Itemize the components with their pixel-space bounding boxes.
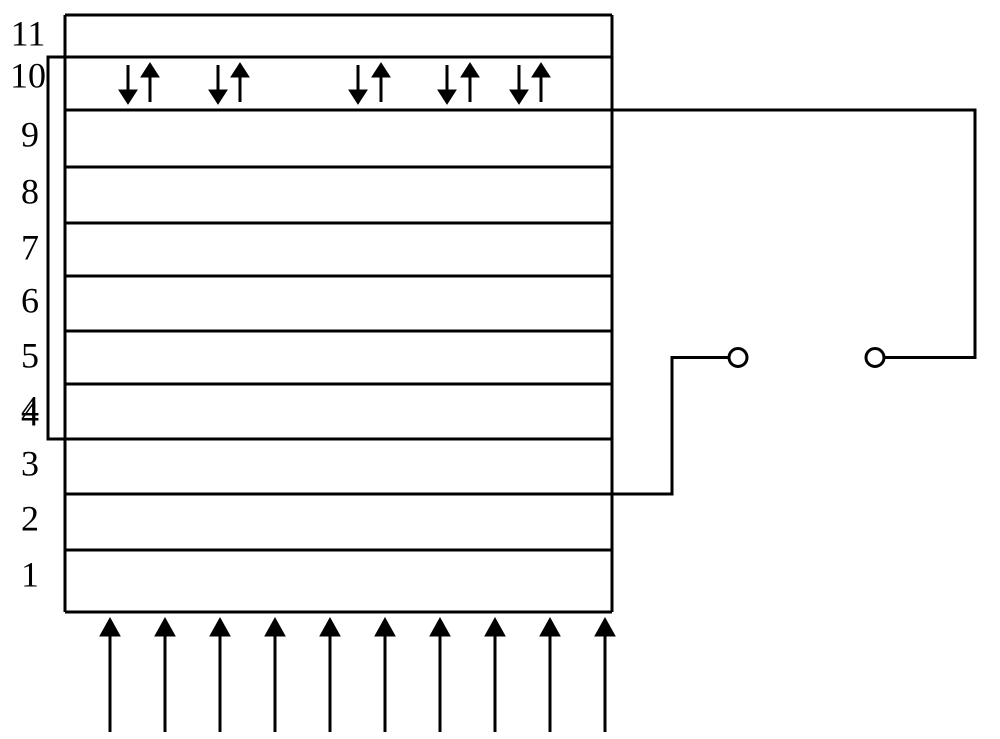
incident-arrow-head-3 (265, 618, 285, 636)
terminal-left (729, 349, 747, 367)
circuit-bottom-path (612, 358, 729, 495)
incident-arrow-head-9 (595, 618, 615, 636)
circuit-top-path (612, 110, 975, 358)
row-label-8: 8 (21, 171, 39, 211)
row10-up-head-1 (231, 63, 249, 77)
row10-down-head-0 (119, 90, 137, 104)
incident-arrow-head-1 (155, 618, 175, 636)
incident-arrow-head-2 (210, 618, 230, 636)
row-label-10: 10 (10, 55, 46, 95)
row10-up-head-2 (372, 63, 390, 77)
row-label-4: 4 (21, 393, 39, 433)
row10-up-head-0 (141, 63, 159, 77)
row-label-3: 3 (21, 443, 39, 483)
row-label-11: 11 (11, 13, 46, 53)
terminal-right (866, 349, 884, 367)
row10-up-head-4 (532, 63, 550, 77)
row-label-6: 6 (21, 280, 39, 320)
row10-down-head-3 (438, 90, 456, 104)
row10-down-head-1 (209, 90, 227, 104)
row-label-9: 9 (21, 114, 39, 154)
row10-down-head-2 (349, 90, 367, 104)
incident-arrow-head-5 (375, 618, 395, 636)
incident-arrow-head-6 (430, 618, 450, 636)
row10-down-head-4 (510, 90, 528, 104)
row-label-2: 2 (21, 498, 39, 538)
row10-up-head-3 (461, 63, 479, 77)
incident-arrow-head-0 (100, 618, 120, 636)
row-label-5: 5 (21, 335, 39, 375)
incident-arrow-head-8 (540, 618, 560, 636)
incident-arrow-head-4 (320, 618, 340, 636)
left-bracket (48, 57, 65, 439)
row-label-1: 1 (21, 554, 39, 594)
row-label-7: 7 (21, 227, 39, 267)
incident-arrow-head-7 (485, 618, 505, 636)
